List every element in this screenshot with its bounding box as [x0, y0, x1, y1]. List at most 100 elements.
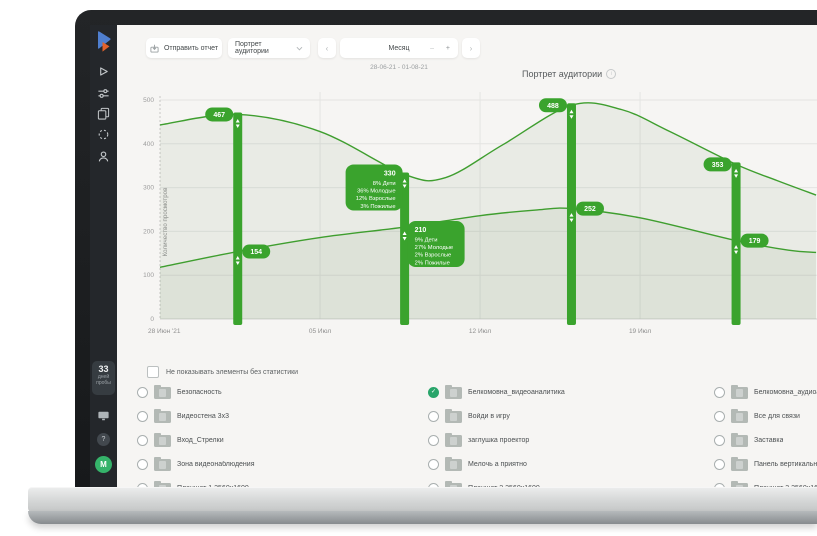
list-item[interactable]: Зона видеонаблюдения: [137, 452, 428, 476]
svg-text:353: 353: [712, 162, 724, 169]
hide-empty-checkbox[interactable]: [147, 366, 159, 378]
radio-icon[interactable]: [714, 386, 725, 398]
prev-period-button[interactable]: ‹: [318, 38, 336, 58]
nav-pages-icon[interactable]: [97, 107, 110, 120]
chart-bar[interactable]: [233, 112, 243, 325]
display-icon[interactable]: [97, 409, 110, 422]
nav-play-icon[interactable]: [97, 65, 110, 78]
svg-text:100: 100: [143, 272, 154, 279]
radio-icon[interactable]: [137, 458, 148, 470]
sidebar: 33 дней пробы ? М: [90, 25, 117, 487]
nav-sliders-icon[interactable]: [97, 87, 110, 100]
radio-icon[interactable]: [714, 434, 725, 446]
svg-text:05 Июл: 05 Июл: [309, 328, 331, 335]
nav-spinner-icon[interactable]: [97, 128, 110, 141]
zoom-in-button[interactable]: +: [445, 44, 450, 52]
list-item[interactable]: Все для связи: [714, 404, 817, 428]
list-item-label: Безопасность: [177, 388, 222, 396]
radio-icon[interactable]: [428, 434, 439, 446]
chart-value-pill[interactable]: [205, 107, 234, 122]
svg-text:252: 252: [584, 206, 596, 213]
radio-icon[interactable]: [714, 458, 725, 470]
list-item-label: Мелочь а приятно: [468, 460, 527, 468]
folder-thumbnail-icon: [445, 409, 462, 423]
svg-text:179: 179: [749, 238, 761, 245]
radio-icon[interactable]: [137, 386, 148, 398]
folder-thumbnail-icon: [445, 481, 462, 487]
help-icon[interactable]: ?: [97, 433, 110, 446]
chart-value-pill[interactable]: [740, 233, 769, 248]
chart-value-pill[interactable]: [538, 98, 567, 113]
list-item[interactable]: Мелочь а приятно: [428, 452, 714, 476]
list-item-label: Видеостена 3x3: [177, 412, 229, 420]
list-item[interactable]: заглушка проектор: [428, 428, 714, 452]
list-item[interactable]: Заставка: [714, 428, 817, 452]
screens-list: Безопасность Видеостена 3x3 Вход_Стрелки Зо…: [137, 380, 817, 487]
list-item-label: Все для связи: [754, 412, 800, 420]
list-item-label: Белкомовна_аудиоаналитика: [754, 388, 817, 396]
svg-text:300: 300: [143, 185, 154, 192]
folder-thumbnail-icon: [445, 457, 462, 471]
radio-icon[interactable]: [137, 434, 148, 446]
list-item[interactable]: Планшет 1 2560x1600: [137, 476, 428, 487]
zoom-out-button[interactable]: –: [430, 44, 434, 52]
list-item[interactable]: Безопасность: [137, 380, 428, 404]
folder-thumbnail-icon: [731, 481, 748, 487]
folder-thumbnail-icon: [731, 457, 748, 471]
list-item-label: Зона видеонаблюдения: [177, 460, 255, 468]
folder-thumbnail-icon: [731, 433, 748, 447]
folder-thumbnail-icon: [731, 409, 748, 423]
chart-tooltip: [345, 164, 403, 211]
radio-icon[interactable]: [428, 410, 439, 422]
chart-bar[interactable]: [400, 172, 410, 325]
radio-icon[interactable]: [714, 410, 725, 422]
svg-text:36% Молодые: 36% Молодые: [357, 189, 396, 195]
laptop-base-lip: [28, 511, 817, 524]
list-item-label: Войди в игру: [468, 412, 510, 420]
nav-user-icon[interactable]: [97, 150, 110, 163]
period-control[interactable]: Месяц – +: [340, 38, 458, 58]
list-item-label: Планшет 3 2560x1600: [754, 485, 817, 488]
date-range: 28-06-21 - 01-08-21: [370, 64, 428, 71]
chart-value-pill[interactable]: [242, 244, 271, 259]
send-report-button[interactable]: Отправить отчет: [146, 38, 222, 58]
chart-value-pill[interactable]: [703, 157, 732, 172]
radio-selected-icon[interactable]: ✓: [428, 386, 439, 398]
list-item-label: Белкомовна_видеоаналитика: [468, 388, 565, 396]
svg-text:28 Июн '21: 28 Июн '21: [148, 328, 181, 335]
period-value: Месяц: [388, 44, 410, 52]
svg-text:27% Молодые: 27% Молодые: [415, 245, 454, 251]
svg-text:2% Взрослые: 2% Взрослые: [415, 253, 452, 259]
folder-thumbnail-icon: [445, 433, 462, 447]
svg-text:12 Июл: 12 Июл: [469, 328, 491, 335]
user-avatar[interactable]: М: [95, 456, 112, 473]
svg-text:2% Пожилые: 2% Пожилые: [415, 260, 450, 266]
svg-text:8% Дети: 8% Дети: [373, 181, 396, 187]
app-logo[interactable]: [93, 29, 114, 55]
chart-tooltip: [407, 221, 465, 268]
chart-bar[interactable]: [731, 162, 741, 325]
app-window: 33 дней пробы ? М Отправить отчет Портре: [90, 25, 817, 487]
laptop-base: [28, 487, 817, 512]
list-item[interactable]: Вход_Стрелки: [137, 428, 428, 452]
trial-badge[interactable]: 33 дней пробы: [92, 361, 115, 395]
radio-icon[interactable]: [137, 410, 148, 422]
report-type-value: Портрет аудитории: [235, 41, 269, 55]
audience-chart: 100 200 300 400 500 0 28 Июн '21 05 Июл 12 Июл 19…: [143, 92, 817, 335]
radio-icon[interactable]: [428, 458, 439, 470]
list-item-label: заглушка проектор: [468, 436, 530, 444]
report-type-dropdown[interactable]: Портрет аудитории: [228, 38, 310, 58]
list-item[interactable]: Видеостена 3x3: [137, 404, 428, 428]
info-icon[interactable]: i: [606, 69, 617, 79]
list-item-label: Планшет 2 2560x1600: [468, 485, 540, 488]
svg-text:3% Пожилые: 3% Пожилые: [360, 204, 395, 210]
chart-value-pill[interactable]: [575, 201, 604, 216]
list-item[interactable]: Планшет 3 2560x1600: [714, 476, 817, 487]
list-item[interactable]: ✓ Белкомовна_видеоаналитика: [428, 380, 714, 404]
list-item[interactable]: Белкомовна_аудиоаналитика: [714, 380, 817, 404]
next-period-button[interactable]: ›: [462, 38, 480, 58]
list-item[interactable]: Планшет 2 2560x1600: [428, 476, 714, 487]
list-item[interactable]: Панель вертикальная внутренняя: [714, 452, 817, 476]
chevron-down-icon: [296, 46, 303, 50]
list-item[interactable]: Войди в игру: [428, 404, 714, 428]
